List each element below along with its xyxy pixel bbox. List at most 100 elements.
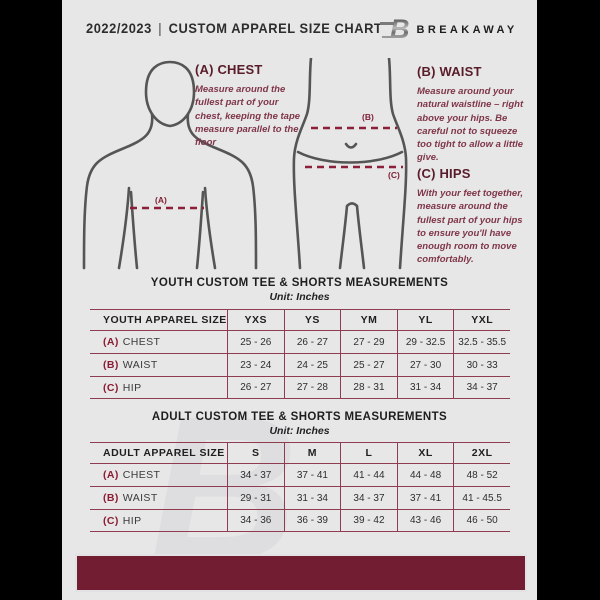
value-cell: 28 - 31: [340, 377, 397, 398]
waist-line-label: (B): [362, 112, 374, 122]
value-cell: 44 - 48: [396, 464, 454, 486]
footer-accent-bar: [75, 554, 527, 592]
adult-table-unit: Unit: Inches: [269, 425, 330, 437]
table-row: (B) WAIST 29 - 31 31 - 34 34 - 37 37 - 41…: [90, 486, 510, 509]
lower-body-diagram: [292, 58, 408, 270]
title-text: CUSTOM APPAREL SIZE CHART: [168, 20, 383, 36]
value-cell: 31 - 34: [396, 377, 454, 398]
value-cell: 43 - 46: [396, 510, 454, 531]
value-cell: 29 - 31: [227, 487, 284, 509]
torso-diagram: [82, 60, 258, 270]
value-cell: 34 - 37: [340, 487, 397, 509]
waist-guide-heading: (B) WAIST: [417, 64, 482, 79]
size-col-header: YXL: [453, 310, 510, 330]
waist-guide: (B) WAIST Measure around your natural wa…: [417, 64, 530, 165]
right-inner-leg: [355, 204, 366, 270]
table-row: (A) CHEST 25 - 26 26 - 27 27 - 29 29 - 32…: [90, 330, 510, 353]
value-cell: 31 - 34: [283, 487, 341, 509]
table-row: (A) CHEST 34 - 37 37 - 41 41 - 44 44 - 48…: [90, 463, 510, 486]
breakaway-logo-icon: B: [380, 16, 410, 43]
row-prefix: (B): [103, 492, 119, 504]
row-label-cell: (B) WAIST: [90, 354, 227, 376]
value-cell: 29 - 32.5: [396, 331, 454, 353]
chest-guide-text: Measure around the fullest part of your …: [195, 84, 301, 149]
size-col-header: XL: [396, 443, 454, 463]
size-col-header: L: [340, 443, 397, 463]
row-prefix: (B): [103, 359, 119, 371]
row-label: CHEST: [122, 469, 161, 481]
left-inner-leg: [338, 204, 349, 270]
value-cell: 23 - 24: [227, 354, 284, 376]
value-cell: 24 - 25: [283, 354, 341, 376]
row-prefix: (C): [103, 514, 119, 527]
left-inner-arm: [117, 186, 131, 270]
youth-size-table: YOUTH APPAREL SIZE YXS YS YM YL YXL (A) C…: [90, 309, 510, 399]
left-shoulder-arm: [82, 112, 154, 270]
row-label-cell: (A) CHEST: [90, 331, 227, 353]
right-silhouette: [387, 58, 408, 270]
row-label-cell: (A) CHEST: [90, 464, 227, 486]
left-torso-side: [129, 190, 139, 270]
size-col-header: YS: [283, 310, 341, 330]
adult-header-row: ADULT APPAREL SIZE S M L XL 2XL: [90, 442, 510, 463]
adult-size-table: ADULT APPAREL SIZE S M L XL 2XL (A) CHEST…: [90, 442, 510, 532]
hips-guide-text: With your feet together, measure around …: [417, 188, 524, 266]
value-cell: 48 - 52: [453, 464, 510, 486]
navel-mark: [344, 142, 358, 149]
table-row: (B) WAIST 23 - 24 24 - 25 25 - 27 27 - 30…: [90, 353, 510, 376]
value-cell: 34 - 36: [227, 510, 284, 531]
value-cell: 41 - 44: [340, 464, 397, 486]
value-cell: 39 - 42: [340, 510, 397, 531]
row-label: WAIST: [122, 492, 158, 504]
table-row: (C) HIP 34 - 36 36 - 39 39 - 42 43 - 46 4…: [90, 509, 510, 532]
youth-size-header-cell: YOUTH APPAREL SIZE: [103, 314, 227, 326]
size-col-header: M: [283, 443, 341, 463]
brand-lockup: B BREAKAWAY: [380, 16, 518, 43]
value-cell: 27 - 29: [340, 331, 397, 353]
page-title: 2022/2023 | CUSTOM APPAREL SIZE CHART: [86, 20, 382, 36]
chest-guide-heading: (A) CHEST: [195, 62, 263, 77]
value-cell: 26 - 27: [227, 377, 284, 398]
size-col-header: YM: [340, 310, 397, 330]
chest-line-label: (A): [155, 195, 167, 205]
row-label-cell: (C) HIP: [90, 510, 227, 531]
value-cell: 34 - 37: [453, 377, 510, 398]
table-row: (C) HIP 26 - 27 27 - 28 28 - 31 31 - 34 3…: [90, 376, 510, 399]
row-label-cell: (C) HIP: [90, 377, 227, 398]
value-cell: 37 - 41: [396, 487, 454, 509]
row-prefix: (C): [103, 381, 119, 394]
value-cell: 41 - 45.5: [453, 487, 510, 509]
value-cell: 25 - 26: [227, 331, 284, 353]
value-cell: 25 - 27: [340, 354, 397, 376]
chest-guide: (A) CHEST Measure around the fullest par…: [195, 62, 307, 149]
title-divider: |: [158, 20, 163, 36]
brand-name: BREAKAWAY: [416, 23, 518, 36]
value-cell: 36 - 39: [283, 510, 341, 531]
row-label: HIP: [122, 381, 142, 394]
value-cell: 26 - 27: [283, 331, 341, 353]
size-col-header: YXS: [227, 310, 284, 330]
youth-table-unit: Unit: Inches: [269, 291, 330, 303]
value-cell: 27 - 28: [283, 377, 341, 398]
adult-table-title: ADULT CUSTOM TEE & SHORTS MEASUREMENTS: [151, 411, 448, 423]
right-torso-side: [195, 190, 205, 270]
hips-guide-heading: (C) HIPS: [417, 166, 471, 181]
size-col-header: S: [227, 443, 284, 463]
row-prefix: (A): [103, 469, 119, 481]
size-chart-sheet: B 2022/2023 | CUSTOM APPAREL SIZE CHART B …: [62, 0, 537, 600]
value-cell: 46 - 50: [453, 510, 510, 531]
value-cell: 37 - 41: [283, 464, 341, 486]
hips-line-label: (C): [388, 170, 400, 180]
left-silhouette: [292, 58, 313, 270]
row-label-cell: (B) WAIST: [90, 487, 227, 509]
hips-guide: (C) HIPS With your feet together, measur…: [417, 166, 533, 267]
head-outline: [144, 60, 196, 128]
row-label: HIP: [122, 514, 142, 527]
waist-guide-text: Measure around your natural waistline – …: [417, 86, 524, 164]
value-cell: 27 - 30: [396, 354, 454, 376]
value-cell: 30 - 33: [453, 354, 510, 376]
hip-crease: [296, 150, 404, 164]
row-label: WAIST: [122, 359, 158, 371]
size-col-header: 2XL: [453, 443, 510, 463]
